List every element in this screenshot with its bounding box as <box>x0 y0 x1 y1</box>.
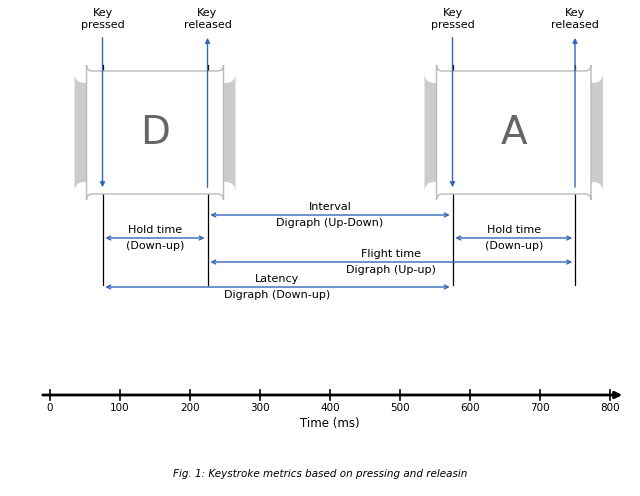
FancyBboxPatch shape <box>436 65 591 200</box>
Text: Key
pressed: Key pressed <box>81 8 124 30</box>
Text: Key
released: Key released <box>551 8 599 30</box>
Text: 700: 700 <box>530 403 550 413</box>
FancyBboxPatch shape <box>424 73 603 192</box>
Text: Time (ms): Time (ms) <box>300 417 360 430</box>
Text: D: D <box>140 114 170 151</box>
FancyBboxPatch shape <box>74 73 236 192</box>
Text: 300: 300 <box>250 403 270 413</box>
Text: Digraph (Down-up): Digraph (Down-up) <box>225 290 331 300</box>
Text: Fig. 1: Keystroke metrics based on pressing and releasin: Fig. 1: Keystroke metrics based on press… <box>173 469 467 479</box>
Text: Key
released: Key released <box>184 8 232 30</box>
Text: 600: 600 <box>460 403 480 413</box>
FancyBboxPatch shape <box>86 65 223 200</box>
Text: 100: 100 <box>110 403 130 413</box>
Text: Digraph (Up-Down): Digraph (Up-Down) <box>276 218 383 228</box>
Text: Hold time: Hold time <box>486 225 541 235</box>
Text: (Down-up): (Down-up) <box>126 241 184 251</box>
Text: A: A <box>500 114 527 151</box>
Text: Digraph (Up-up): Digraph (Up-up) <box>346 265 436 275</box>
Text: 400: 400 <box>320 403 340 413</box>
Text: Interval: Interval <box>308 202 351 212</box>
Text: 0: 0 <box>47 403 53 413</box>
Text: 200: 200 <box>180 403 200 413</box>
Text: 500: 500 <box>390 403 410 413</box>
Text: (Down-up): (Down-up) <box>484 241 543 251</box>
Text: 800: 800 <box>600 403 620 413</box>
Text: Hold time: Hold time <box>128 225 182 235</box>
Text: Latency: Latency <box>255 274 300 284</box>
Text: Flight time: Flight time <box>361 249 421 259</box>
Text: Key
pressed: Key pressed <box>431 8 474 30</box>
